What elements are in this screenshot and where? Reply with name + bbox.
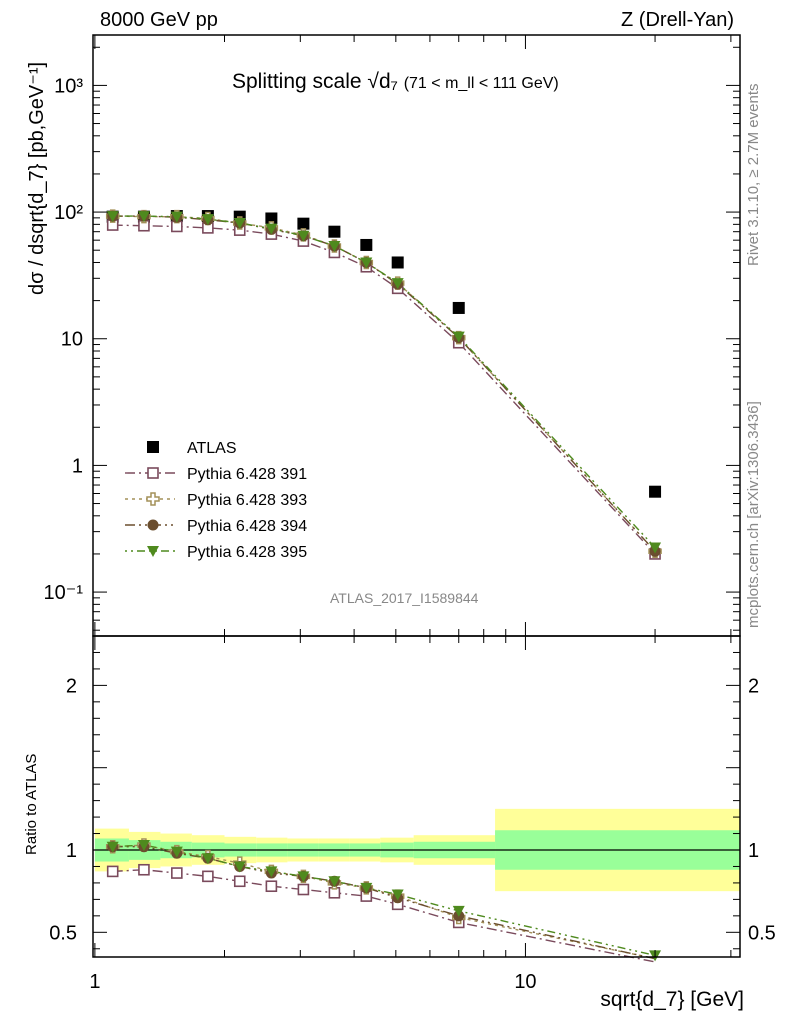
chart-title: Splitting scale √d₇ (71 < m_ll < 111 GeV… — [232, 70, 559, 94]
mc-point-4 — [328, 240, 341, 252]
rivet-label: Rivet 3.1.10, ≥ 2.7M events — [745, 83, 762, 267]
mc-point-4 — [265, 223, 278, 235]
mc-point-4 — [137, 211, 150, 223]
x-tick-label: 1 — [89, 971, 100, 993]
y-axis-label-main: dσ / dsqrt{d_7} [pb,GeV⁻¹] — [26, 61, 48, 295]
mc-point-4 — [452, 331, 465, 343]
legend-label: Pythia 6.428 393 — [187, 492, 307, 509]
y-tick-label: 10⁻¹ — [44, 582, 84, 604]
ratio-point-4 — [452, 905, 465, 917]
data-point-atlas — [649, 485, 662, 498]
main-panel: 10⁻¹ 1 10 10² 10³ — [44, 34, 741, 637]
data-point-atlas — [391, 256, 404, 269]
mc-point-4 — [391, 278, 404, 290]
legend-marker — [147, 519, 159, 531]
ratio-point-1 — [138, 863, 150, 876]
legend: ATLAS Pythia 6.428 391 Pythia 6.428 393 Pyt… — [125, 440, 307, 561]
y-tick-label: 1 — [72, 455, 83, 477]
legend-marker — [147, 467, 159, 479]
ratio-y-tick-label: 1 — [66, 840, 77, 862]
ratio-y-tick-label-right: 1 — [748, 840, 759, 862]
ratio-point-4 — [137, 840, 150, 852]
ratio-panel: 1 10 0.5 0.5 1 1 2 2 — [49, 35, 776, 993]
y-tick-label: 10³ — [54, 75, 83, 97]
ratio-point-1 — [171, 867, 183, 879]
ratio-y-tick-label: 0.5 — [49, 922, 77, 944]
y-tick-label: 10 — [61, 329, 83, 351]
mc-point-4 — [106, 211, 119, 223]
watermark: ATLAS_2017_I1589844 — [330, 590, 479, 606]
x-axis-label: sqrt{d_7} [GeV] — [600, 988, 744, 1011]
ratio-point-4 — [106, 841, 119, 853]
ratio-point-4 — [328, 876, 341, 888]
mc-point-4 — [201, 214, 214, 226]
header-left: 8000 GeV pp — [100, 9, 218, 31]
legend-label: Pythia 6.428 394 — [187, 518, 307, 535]
ratio-line-1 — [112, 869, 656, 963]
ratio-point-4 — [170, 846, 183, 858]
main-line-4 — [112, 215, 656, 548]
data-point-atlas — [452, 301, 465, 314]
legend-marker — [147, 546, 159, 557]
main-line-1 — [112, 224, 656, 555]
legend-label: Pythia 6.428 395 — [187, 544, 307, 561]
ratio-point-1 — [202, 870, 214, 883]
data-point-atlas — [265, 212, 278, 225]
ratio-line-4 — [112, 844, 656, 957]
ratio-y-tick-label-right: 2 — [748, 675, 759, 697]
y-tick-label: 10² — [54, 202, 83, 224]
header-right: Z (Drell-Yan) — [621, 9, 734, 31]
mc-point-4 — [297, 230, 310, 242]
data-point-atlas — [360, 238, 373, 251]
ratio-point-4 — [233, 861, 246, 873]
x-tick-label: 10 — [514, 971, 536, 993]
mcplots-label: mcplots.cern.ch [arXiv:1306.3436] — [745, 401, 762, 628]
ratio-point-4 — [391, 889, 404, 901]
ratio-y-tick-label-right: 0.5 — [748, 922, 776, 944]
y-axis-label-ratio: Ratio to ATLAS — [23, 753, 40, 855]
mc-point-4 — [233, 217, 246, 229]
mc-point-4 — [649, 542, 662, 554]
legend-marker — [146, 492, 160, 506]
data-point-atlas — [328, 225, 341, 238]
ratio-line-2 — [112, 844, 656, 960]
legend-marker — [147, 441, 159, 453]
ratio-frame — [92, 635, 741, 958]
ratio-point-1 — [265, 880, 278, 893]
legend-label: ATLAS — [187, 440, 237, 457]
chart-title-math: √d₇ — [367, 70, 398, 93]
ratio-point-4 — [201, 853, 214, 865]
ratio-point-4 — [297, 871, 310, 883]
ratio-point-1 — [233, 875, 246, 888]
ratio-point-4 — [265, 866, 278, 878]
ratio-point-1 — [297, 883, 310, 896]
ratio-y-tick-label: 2 — [66, 675, 77, 697]
ratio-point-4 — [360, 882, 373, 894]
mc-point-4 — [170, 211, 183, 223]
mc-point-4 — [360, 257, 373, 269]
data-point-atlas — [297, 217, 310, 230]
chart-title-text: Splitting scale — [232, 70, 362, 93]
chart-title-suffix: (71 < m_ll < 111 GeV) — [403, 75, 559, 92]
ratio-point-1 — [106, 865, 119, 878]
legend-label: Pythia 6.428 391 — [187, 466, 307, 483]
